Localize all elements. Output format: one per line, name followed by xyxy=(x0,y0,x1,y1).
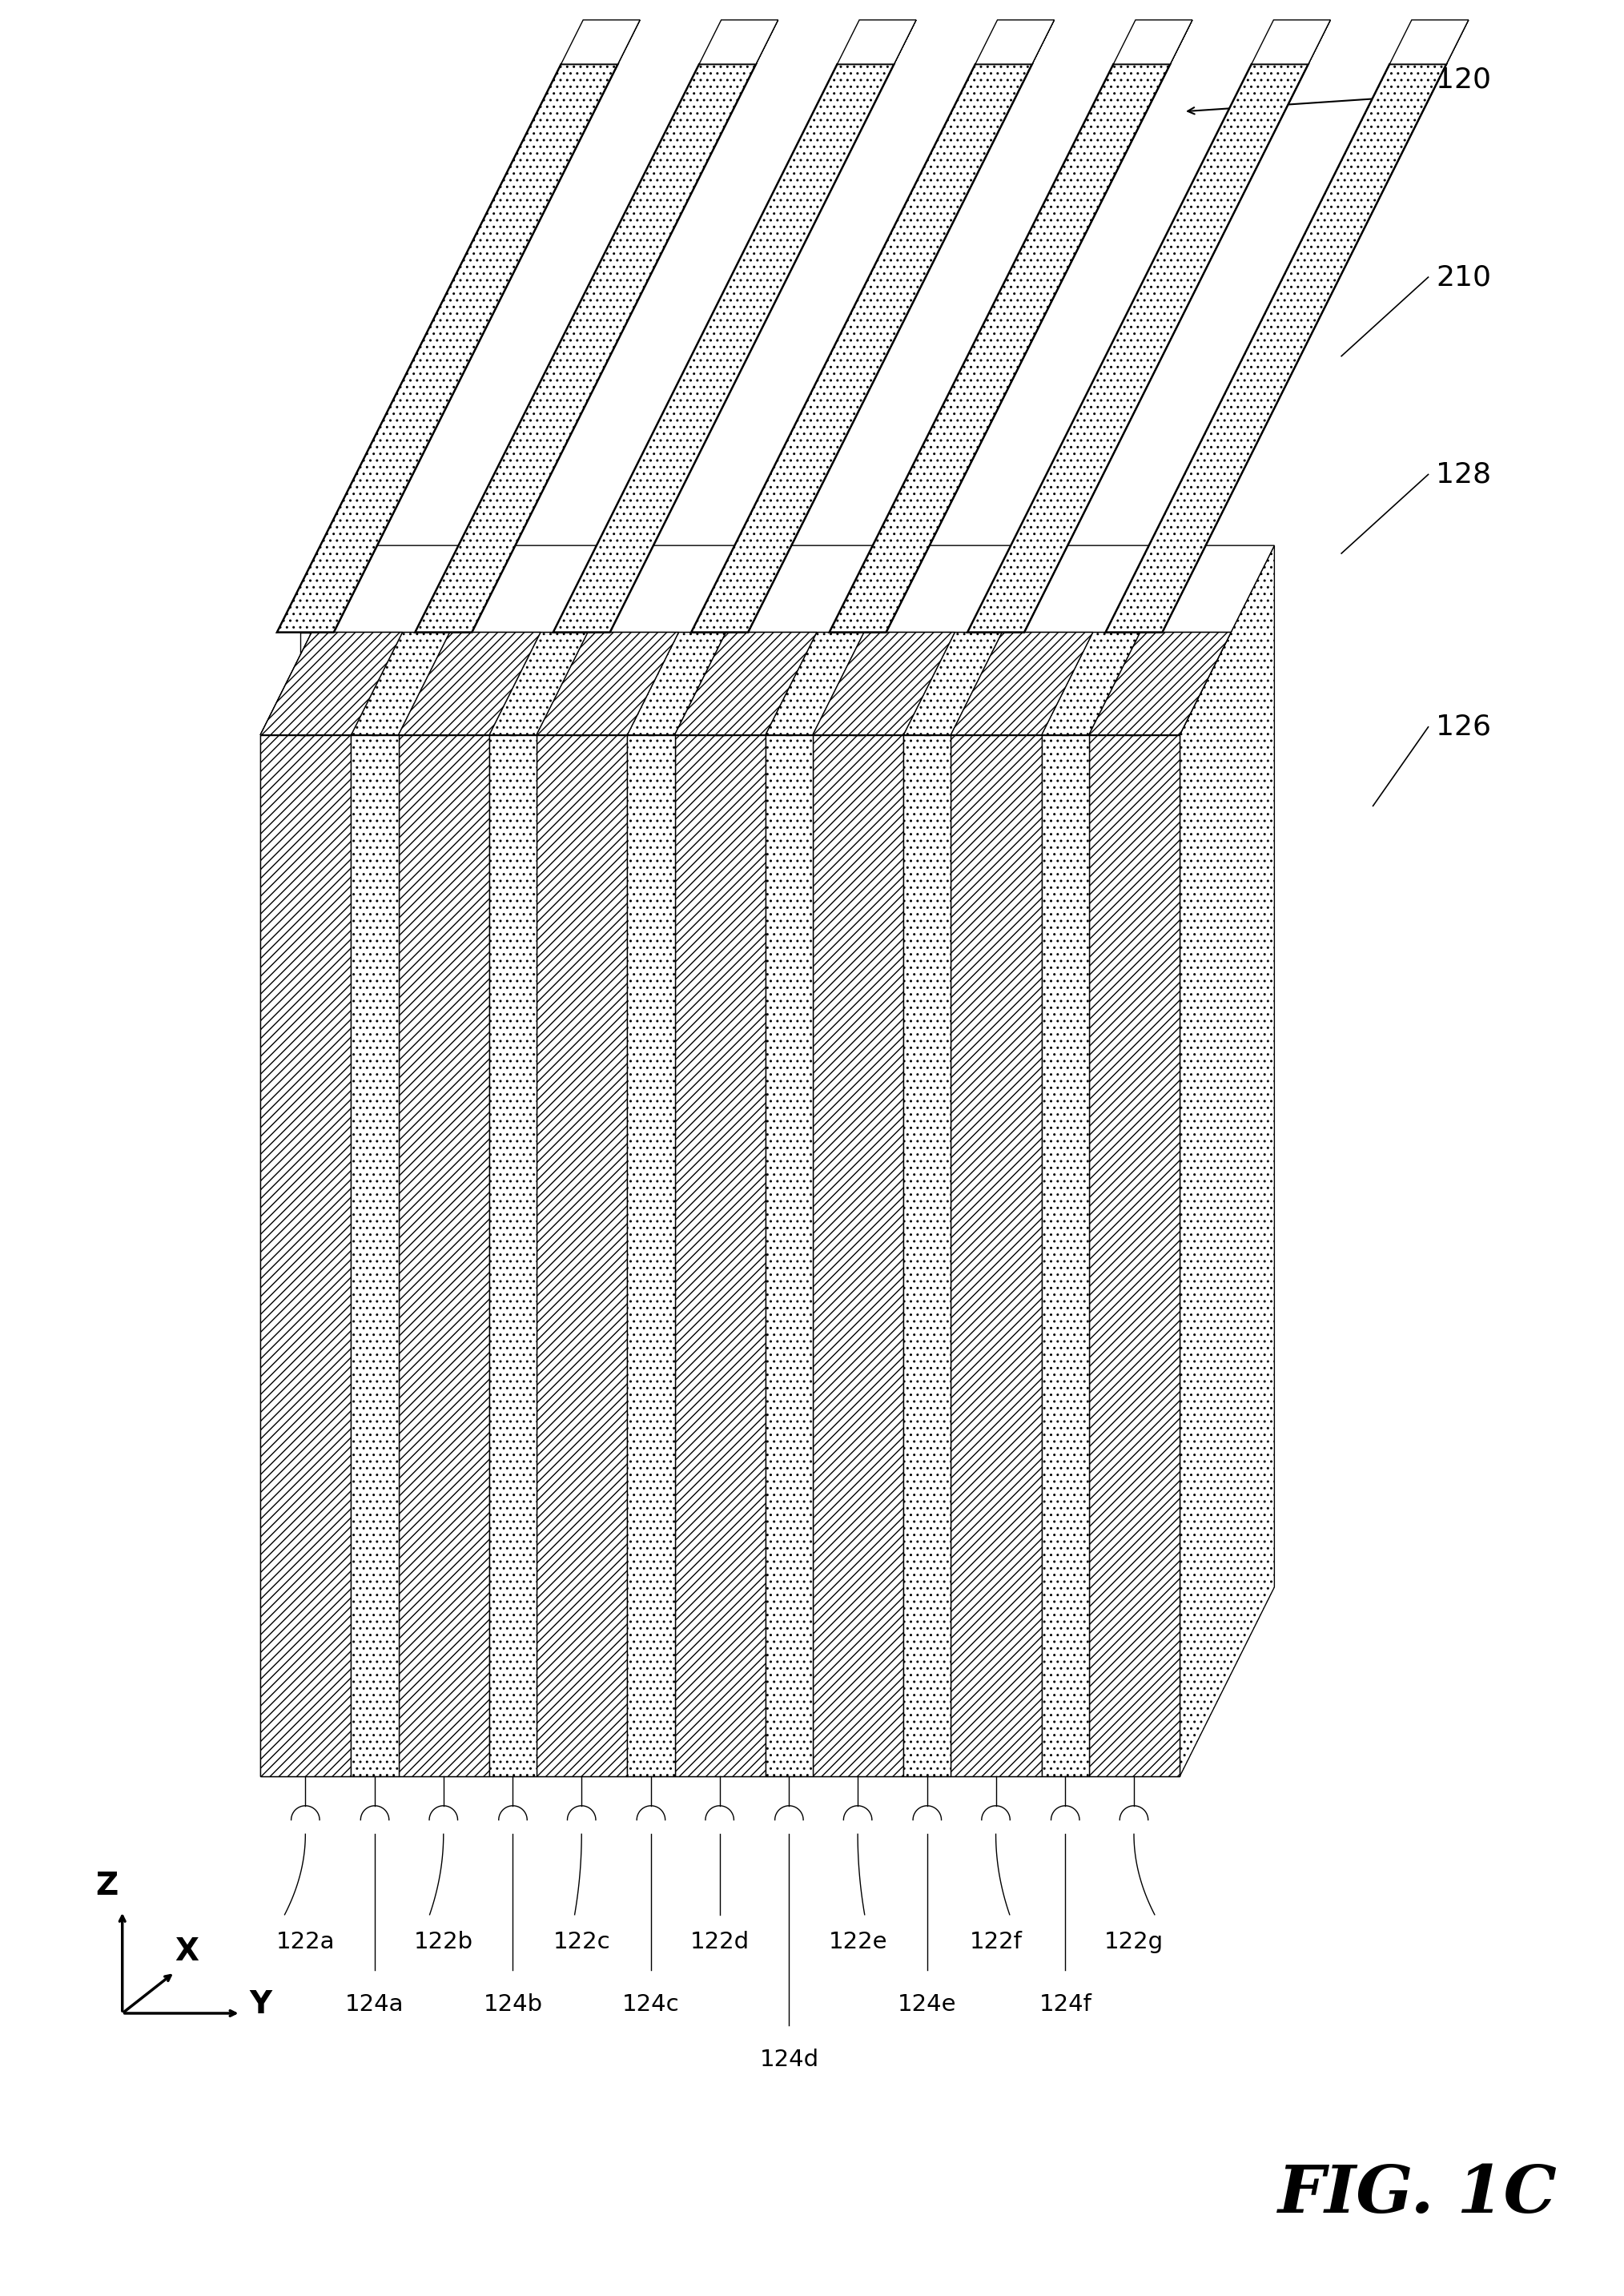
Polygon shape xyxy=(577,631,586,735)
Polygon shape xyxy=(260,631,403,735)
Text: 122f: 122f xyxy=(970,1931,1021,1954)
Polygon shape xyxy=(991,608,1012,631)
Polygon shape xyxy=(260,631,1231,735)
Polygon shape xyxy=(611,21,916,631)
Text: FIG. 1C: FIG. 1C xyxy=(1278,2163,1557,2227)
Polygon shape xyxy=(554,64,895,631)
Text: 126: 126 xyxy=(1436,714,1491,742)
Polygon shape xyxy=(278,64,617,631)
Polygon shape xyxy=(398,735,489,1777)
Polygon shape xyxy=(786,664,793,735)
Polygon shape xyxy=(1090,631,1231,735)
Polygon shape xyxy=(903,735,950,1777)
Polygon shape xyxy=(968,64,1309,631)
Polygon shape xyxy=(765,735,812,1777)
Polygon shape xyxy=(438,608,460,631)
Polygon shape xyxy=(438,631,448,735)
Polygon shape xyxy=(950,735,1041,1777)
Polygon shape xyxy=(1090,631,1231,735)
Polygon shape xyxy=(260,735,351,1777)
Polygon shape xyxy=(903,631,1002,735)
Polygon shape xyxy=(416,64,755,631)
Polygon shape xyxy=(351,735,398,1777)
Text: 120: 120 xyxy=(1436,67,1491,94)
Polygon shape xyxy=(698,21,778,64)
Polygon shape xyxy=(372,664,378,735)
Polygon shape xyxy=(1090,735,1179,1777)
Polygon shape xyxy=(300,631,310,735)
Polygon shape xyxy=(489,631,588,735)
Polygon shape xyxy=(924,664,931,735)
Text: 124a: 124a xyxy=(346,1993,404,2016)
Polygon shape xyxy=(853,631,862,735)
Polygon shape xyxy=(887,21,1192,631)
Polygon shape xyxy=(692,64,1033,631)
Text: 124e: 124e xyxy=(898,1993,957,2016)
Polygon shape xyxy=(560,21,640,64)
Polygon shape xyxy=(648,664,654,735)
Polygon shape xyxy=(991,631,1000,735)
Polygon shape xyxy=(1179,546,1275,1777)
Text: 124c: 124c xyxy=(622,1993,680,2016)
Polygon shape xyxy=(950,631,1093,735)
Polygon shape xyxy=(1062,664,1069,735)
Polygon shape xyxy=(1252,21,1330,64)
Polygon shape xyxy=(489,735,536,1777)
Polygon shape xyxy=(536,631,679,735)
Text: Y: Y xyxy=(248,1988,271,2020)
Polygon shape xyxy=(1390,21,1468,64)
Polygon shape xyxy=(473,21,778,631)
Polygon shape xyxy=(536,735,627,1777)
Text: 124b: 124b xyxy=(484,1993,542,2016)
Text: 124f: 124f xyxy=(1039,1993,1091,2016)
Text: 124d: 124d xyxy=(760,2048,818,2071)
Polygon shape xyxy=(260,546,1275,735)
Text: 122b: 122b xyxy=(414,1931,473,1954)
Polygon shape xyxy=(674,631,817,735)
Polygon shape xyxy=(749,21,1054,631)
Polygon shape xyxy=(398,631,541,735)
Text: 122e: 122e xyxy=(828,1931,887,1954)
Polygon shape xyxy=(1129,631,1138,735)
Polygon shape xyxy=(674,631,817,735)
Polygon shape xyxy=(335,21,640,631)
Polygon shape xyxy=(260,631,403,735)
Polygon shape xyxy=(1025,21,1330,631)
Text: 122g: 122g xyxy=(1104,1931,1163,1954)
Polygon shape xyxy=(577,608,598,631)
Polygon shape xyxy=(838,21,916,64)
Polygon shape xyxy=(830,64,1171,631)
Text: X: X xyxy=(175,1936,198,1968)
Polygon shape xyxy=(351,631,450,735)
Polygon shape xyxy=(853,608,874,631)
Polygon shape xyxy=(812,631,955,735)
Polygon shape xyxy=(812,735,903,1777)
Text: 210: 210 xyxy=(1436,264,1491,292)
Polygon shape xyxy=(715,608,736,631)
Polygon shape xyxy=(1163,21,1468,631)
Polygon shape xyxy=(1041,631,1140,735)
Polygon shape xyxy=(976,21,1054,64)
Polygon shape xyxy=(1106,64,1447,631)
Polygon shape xyxy=(536,631,679,735)
Polygon shape xyxy=(1114,21,1192,64)
Polygon shape xyxy=(950,631,1093,735)
Text: Z: Z xyxy=(96,1871,119,1901)
Polygon shape xyxy=(674,735,765,1777)
Text: 128: 128 xyxy=(1436,461,1491,489)
Polygon shape xyxy=(260,735,1179,1777)
Polygon shape xyxy=(398,631,541,735)
Polygon shape xyxy=(812,631,955,735)
Polygon shape xyxy=(1041,735,1090,1777)
Polygon shape xyxy=(627,631,726,735)
Text: 122a: 122a xyxy=(276,1931,335,1954)
Polygon shape xyxy=(300,608,322,631)
Polygon shape xyxy=(765,631,864,735)
Polygon shape xyxy=(715,631,724,735)
Text: 122c: 122c xyxy=(552,1931,611,1954)
Polygon shape xyxy=(510,664,516,735)
Polygon shape xyxy=(627,735,674,1777)
Text: 122d: 122d xyxy=(690,1931,749,1954)
Polygon shape xyxy=(1129,608,1150,631)
